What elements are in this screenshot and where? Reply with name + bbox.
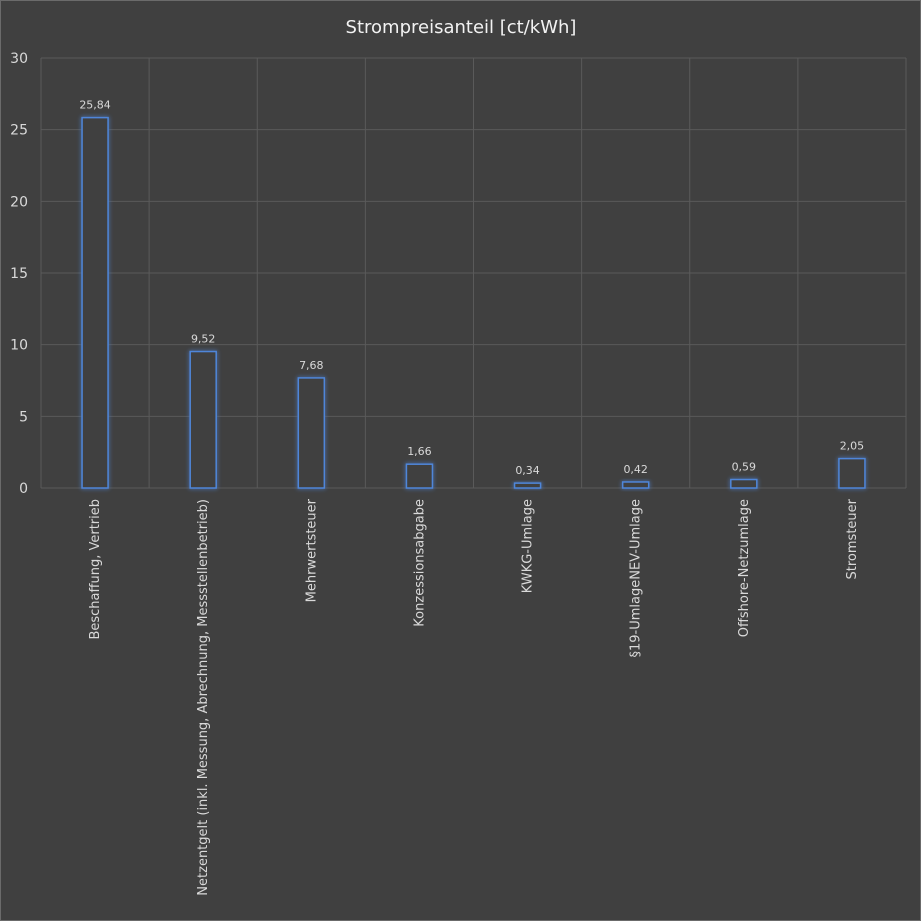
y-tick-label: 30	[10, 51, 28, 67]
x-tick-label: Mehrwertsteuer	[304, 498, 319, 602]
data-labels: 25,84 9,52 7,68 1,66 0,34 0,42 0,59 2,05	[79, 99, 864, 478]
x-tick-label: KWKG-Umlage	[521, 499, 536, 593]
x-tick-label: Beschaffung, Vertrieb	[88, 499, 103, 640]
data-label: 9,52	[191, 333, 216, 346]
x-tick-label: Stromsteuer	[845, 498, 860, 579]
bar	[838, 457, 866, 489]
y-tick-label: 10	[10, 338, 28, 354]
y-axis-ticks: 0 5 10 15 20 25 30	[10, 51, 28, 497]
gridlines	[40, 57, 907, 489]
bar	[297, 377, 326, 489]
y-tick-label: 20	[10, 194, 28, 210]
bar	[405, 463, 434, 489]
bar	[81, 116, 109, 489]
bar	[189, 350, 217, 489]
data-label: 0,42	[623, 463, 648, 476]
x-tick-label: Konzessionsabgabe	[412, 499, 427, 627]
y-tick-label: 15	[10, 266, 28, 282]
data-label: 2,05	[840, 440, 865, 453]
x-tick-label: Offshore-Netzumlage	[737, 499, 752, 637]
x-tick-label: Netzentgelt (inkl. Messung, Abrechnung, …	[196, 499, 211, 896]
bar	[621, 481, 650, 489]
y-tick-label: 25	[10, 123, 28, 139]
y-tick-label: 0	[19, 481, 28, 497]
y-tick-label: 5	[19, 409, 28, 425]
bars	[81, 116, 866, 489]
data-label: 0,34	[515, 464, 540, 477]
bar	[513, 482, 542, 489]
data-label: 7,68	[299, 359, 324, 372]
x-tick-label: §19-UmlageNEV-Umlage	[629, 499, 644, 658]
x-axis-ticks: Beschaffung, Vertrieb Netzentgelt (inkl. …	[88, 498, 860, 895]
data-label: 0,59	[732, 461, 757, 474]
data-label: 25,84	[79, 99, 111, 112]
bar	[730, 478, 758, 489]
data-label: 1,66	[407, 445, 432, 458]
chart-title: Strompreisanteil [ct/kWh]	[346, 17, 577, 38]
